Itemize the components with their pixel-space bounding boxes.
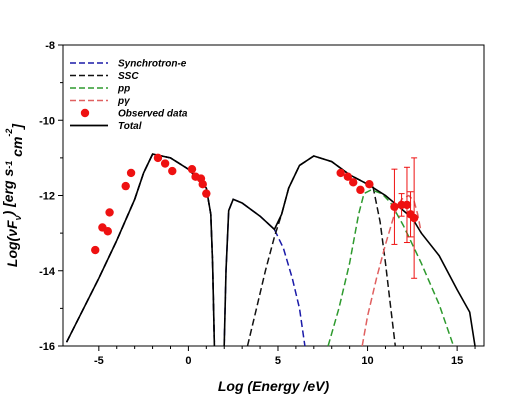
curve-pp <box>327 189 455 347</box>
legend-label-pp: pp <box>117 84 130 95</box>
curve-ssc <box>65 153 397 347</box>
x-tick-label: 5 <box>275 355 281 367</box>
y-axis-title: Log(νFν) [erg s-1 cm-2] <box>0 123 25 268</box>
x-tick-label: 15 <box>451 355 463 367</box>
observed-data-point <box>105 208 114 217</box>
observed-data-point <box>121 181 130 191</box>
observed-data-point <box>153 153 163 163</box>
observed-data-point <box>168 166 177 176</box>
observed-data-point <box>343 172 353 181</box>
y-axis-title-part: ν <box>13 215 23 220</box>
axes-layer: -5 0 5 10 15 -16 -14 -12 -10 -8 <box>39 40 485 367</box>
observed-data-point <box>160 159 170 168</box>
observed-data-point <box>187 164 197 174</box>
x-tick-label: 0 <box>185 355 191 367</box>
y-axis-title-part: ) [erg s <box>0 169 16 218</box>
observed-data-point <box>356 185 365 195</box>
curve-total <box>65 153 476 347</box>
legend-label-total: Total <box>118 121 142 132</box>
y-axis-title-part: -1 <box>4 161 14 169</box>
observed-data-point <box>402 200 412 210</box>
observed-data-point <box>336 168 345 178</box>
x-axis-title: Log (Energy /eV) <box>218 378 330 394</box>
observed-data-point <box>365 180 374 189</box>
legend-label-pgamma: pγ <box>117 96 131 107</box>
axis-labels: Log (Energy /eV) Log(νFν) [erg s-1 cm-2] <box>0 123 329 394</box>
observed-data-point <box>202 189 211 198</box>
observed-data-point <box>126 168 136 178</box>
y-tick-label: -14 <box>39 266 56 278</box>
x-tick-label: -5 <box>94 355 104 367</box>
y-tick-label: -16 <box>39 341 55 353</box>
y-tick-label: -10 <box>39 115 55 127</box>
legend-marker-observed-data <box>80 108 90 118</box>
legend-label-synchrotron-e: Synchrotron-e <box>118 59 187 70</box>
observed-data-point <box>198 180 207 189</box>
y-axis-title-part: νF <box>4 220 20 237</box>
y-tick-label: -12 <box>39 191 55 203</box>
legend-label-ssc: SSC <box>118 71 139 82</box>
y-axis-title-part: ] <box>9 123 25 131</box>
model-curves <box>65 153 476 347</box>
y-axis-title-part: cm <box>9 137 25 161</box>
observed-data-points <box>91 153 419 279</box>
observed-data-point <box>91 245 100 255</box>
x-tick-label: 10 <box>361 355 373 367</box>
legend-label-observed-data: Observed data <box>118 109 188 120</box>
y-axis-title-part: -2 <box>4 129 14 137</box>
y-axis-title-part: Log( <box>4 235 20 267</box>
observed-data-point <box>409 213 419 223</box>
curve-synchrotron-e <box>65 153 306 347</box>
observed-data-point <box>390 202 399 211</box>
observed-data-point <box>103 227 112 236</box>
observed-data-point <box>349 178 358 187</box>
y-tick-label: -8 <box>45 40 55 52</box>
